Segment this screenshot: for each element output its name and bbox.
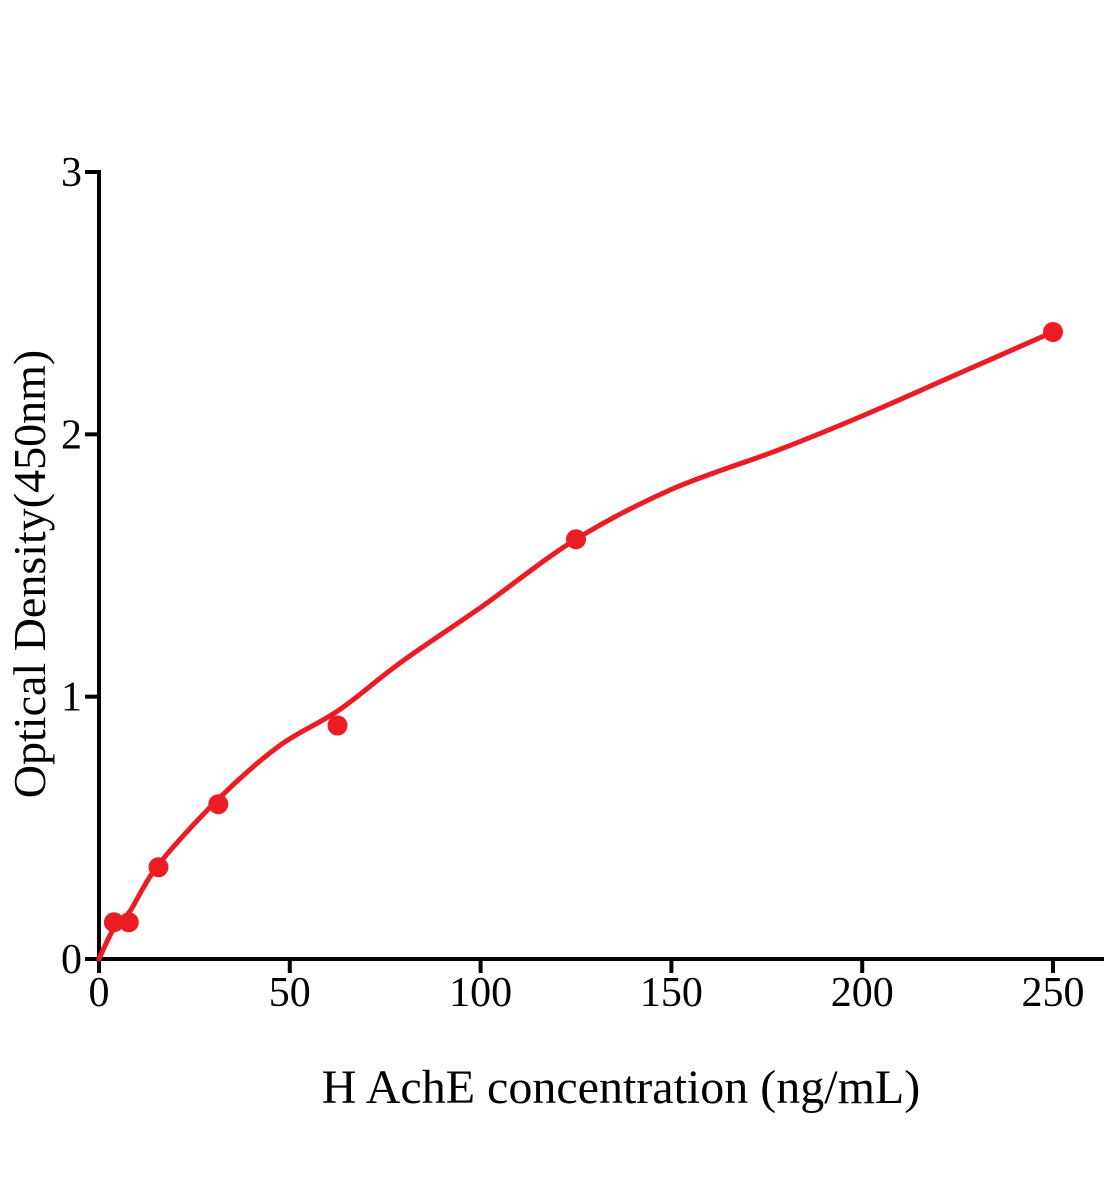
data-points [103, 322, 1063, 933]
data-point-marker [566, 529, 586, 550]
data-point-marker [208, 794, 229, 815]
data-point-marker [327, 715, 348, 736]
data-point-marker [1043, 322, 1063, 342]
x-tick-label: 50 [269, 970, 311, 1016]
data-point-marker [148, 857, 169, 878]
data-point-marker [118, 912, 139, 933]
data-point-marker [103, 912, 124, 933]
y-axis-title: Optical Density(450nm) [4, 350, 55, 798]
y-tick-label: 3 [61, 150, 82, 196]
axis-ticks [85, 170, 1055, 973]
x-tick-label: 0 [89, 970, 110, 1016]
y-tick-label: 0 [61, 937, 82, 983]
x-tick-label: 100 [449, 970, 512, 1016]
y-tick-label: 1 [61, 675, 82, 721]
x-tick-label: 150 [640, 970, 703, 1016]
x-tick-label: 200 [831, 970, 894, 1016]
fit-curve-line [96, 329, 1056, 962]
x-tick-label: 250 [1022, 970, 1085, 1016]
y-tick-label: 2 [61, 412, 82, 458]
axes [97, 170, 1104, 961]
axis-tick-labels: 0 50 100 150 200 250 0 1 2 3 [61, 150, 1085, 1016]
x-axis-title: H AchE concentration (ng/mL) [322, 1061, 920, 1114]
